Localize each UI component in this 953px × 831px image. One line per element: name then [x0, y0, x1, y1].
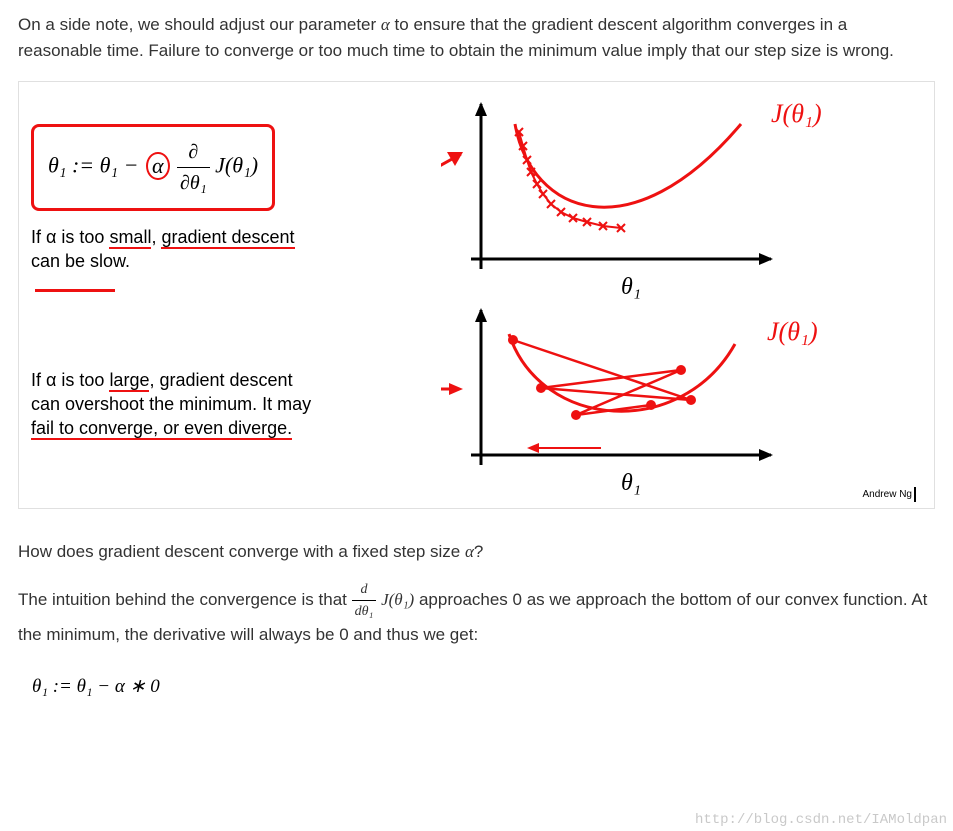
note-large-l3: fail to converge, or even diverge.	[31, 418, 292, 440]
formula-partial-den: ∂θ₁	[177, 168, 210, 198]
arrow-to-top-chart	[441, 154, 461, 204]
note-small-l2: can be slow.	[31, 251, 130, 271]
note-small-scribble	[35, 283, 115, 292]
question-pre: How does gradient descent converge with …	[18, 542, 465, 561]
figure-right-column: θ₁ J(θ₁) θ₁	[441, 94, 922, 504]
intro-alpha: α	[381, 15, 390, 34]
formula-alpha-circled: α	[146, 152, 170, 180]
steps-top	[515, 128, 625, 232]
intro-text-pre: On a side note, we should adjust our par…	[18, 15, 381, 34]
intro-paragraph: On a side note, we should adjust our par…	[18, 12, 935, 63]
explain-derivative-fraction: d dθ₁	[352, 579, 377, 622]
note-large-underline-large: large	[109, 370, 149, 392]
note-small-l1a: If α is too	[31, 227, 109, 247]
chart-top-jlabel: J(θ₁)	[771, 99, 822, 128]
update-formula-frame: θ₁ := θ₁ − α ∂ ∂θ₁ J(θ₁)	[31, 124, 275, 211]
question-heading: How does gradient descent converge with …	[18, 539, 935, 565]
curve-top	[515, 124, 741, 207]
note-large-l1b: , gradient descent	[149, 370, 292, 390]
formula-J: J(θ₁)	[215, 153, 258, 178]
final-equation-text: θ₁ := θ₁ − α ∗ 0	[32, 676, 160, 697]
figure-credit: Andrew Ng	[863, 487, 916, 502]
note-large-l1a: If α is too	[31, 370, 109, 390]
question-post: ?	[474, 542, 483, 561]
chart-bottom-xlabel: θ₁	[621, 470, 641, 496]
note-alpha-small: If α is too small, gradient descent can …	[31, 225, 441, 298]
formula-partial-fraction: ∂ ∂θ₁	[177, 137, 210, 198]
explain-J: J(θ₁)	[381, 589, 414, 608]
note-alpha-large: If α is too large, gradient descent can …	[31, 368, 441, 441]
figure-container: θ₁ := θ₁ − α ∂ ∂θ₁ J(θ₁) If α is too sma…	[18, 81, 935, 509]
explain-pre: The intuition behind the convergence is …	[18, 589, 352, 608]
figure-left-column: θ₁ := θ₁ − α ∂ ∂θ₁ J(θ₁) If α is too sma…	[31, 94, 441, 441]
chart-top-xlabel: θ₁	[621, 274, 641, 300]
chart-alpha-large: θ₁ J(θ₁)	[441, 304, 871, 504]
watermark: http://blog.csdn.net/IAMoldpan	[695, 810, 947, 831]
formula-partial-num: ∂	[177, 137, 210, 168]
note-small-underline-gd: gradient descent	[161, 227, 294, 249]
question-alpha: α	[465, 542, 474, 561]
note-large-l2: can overshoot the minimum. It may	[31, 394, 311, 414]
note-small-underline-small: small	[109, 227, 151, 249]
curve-bottom	[509, 334, 735, 411]
explain-deriv-den: dθ₁	[352, 601, 377, 622]
chart-alpha-small: θ₁ J(θ₁)	[441, 94, 871, 304]
explain-deriv-num: d	[352, 579, 377, 601]
chart-bottom-jlabel: J(θ₁)	[767, 317, 818, 346]
final-equation: θ₁ := θ₁ − α ∗ 0	[18, 665, 935, 710]
formula-lhs: θ₁ := θ₁ −	[48, 153, 138, 178]
explain-paragraph: The intuition behind the convergence is …	[18, 579, 935, 648]
note-small-l1b: ,	[151, 227, 161, 247]
